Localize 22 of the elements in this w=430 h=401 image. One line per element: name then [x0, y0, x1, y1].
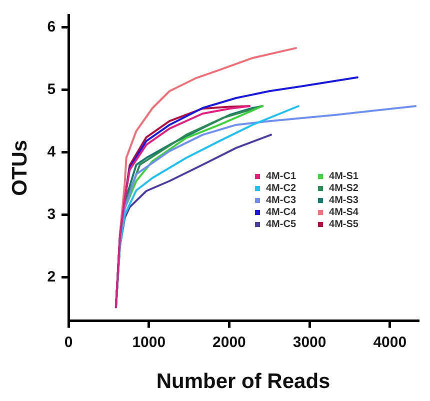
legend-label: 4M-C4 [266, 206, 296, 219]
x-axis-title: Number of Reads [156, 370, 330, 394]
legend-label: 4M-S5 [329, 218, 358, 231]
legend-label: 4M-S4 [329, 206, 358, 219]
x-tick-label: 1000 [132, 334, 166, 351]
legend-label: 4M-C3 [266, 194, 296, 207]
legend-label: 4M-C5 [266, 218, 296, 231]
legend-label: 4M-S1 [329, 170, 358, 183]
x-tick-label: 2000 [212, 334, 246, 351]
y-tick-label: 6 [47, 18, 56, 36]
y-axis-title: OTUs [8, 140, 32, 196]
y-tick-label: 3 [47, 206, 56, 223]
y-tick-label: 5 [47, 81, 56, 98]
x-tick-label: 3000 [292, 334, 326, 351]
legend-label: 4M-S2 [329, 182, 358, 195]
y-tick-label: 2 [47, 268, 56, 286]
y-tick-label: 4 [47, 143, 56, 160]
legend-label: 4M-C2 [266, 182, 296, 195]
x-tick-label: 4000 [373, 334, 407, 351]
legend-label: 4M-C1 [266, 170, 296, 183]
legend-label: 4M-S3 [329, 194, 358, 207]
x-tick-label: 0 [64, 334, 73, 351]
